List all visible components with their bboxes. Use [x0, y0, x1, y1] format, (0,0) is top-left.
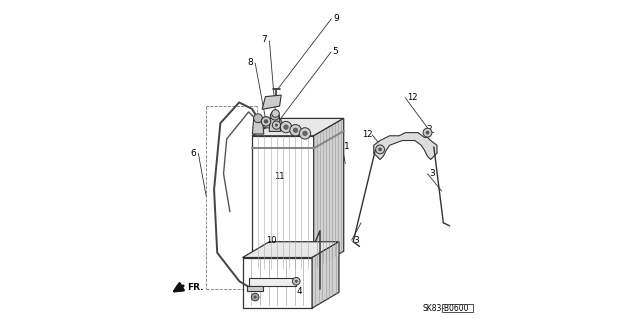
Text: 12: 12	[362, 130, 372, 139]
Text: FR.: FR.	[187, 283, 204, 292]
Polygon shape	[247, 286, 263, 291]
Circle shape	[271, 118, 282, 130]
Circle shape	[264, 119, 268, 123]
Circle shape	[290, 124, 301, 136]
Polygon shape	[249, 278, 296, 286]
Text: 6: 6	[190, 149, 196, 158]
Circle shape	[253, 114, 262, 123]
Circle shape	[300, 128, 310, 139]
Polygon shape	[252, 136, 314, 269]
Circle shape	[303, 131, 307, 136]
Circle shape	[252, 293, 259, 301]
Text: 4: 4	[296, 287, 302, 296]
Ellipse shape	[261, 120, 274, 128]
Text: 8: 8	[247, 58, 253, 67]
Polygon shape	[252, 118, 264, 134]
Text: 7: 7	[262, 35, 267, 44]
Polygon shape	[243, 257, 312, 308]
Circle shape	[273, 121, 280, 129]
Circle shape	[294, 280, 298, 283]
Circle shape	[275, 122, 279, 126]
Polygon shape	[312, 242, 339, 308]
Text: SK83-B0600: SK83-B0600	[422, 304, 468, 313]
Text: 5: 5	[333, 48, 339, 56]
Circle shape	[271, 111, 279, 120]
Circle shape	[376, 145, 385, 154]
Circle shape	[275, 123, 278, 127]
Polygon shape	[252, 118, 344, 136]
Text: 2: 2	[426, 125, 431, 134]
Polygon shape	[262, 95, 281, 109]
Text: 9: 9	[333, 14, 339, 23]
Text: 3: 3	[353, 236, 359, 245]
Polygon shape	[314, 118, 344, 269]
Circle shape	[272, 110, 279, 117]
Polygon shape	[374, 133, 437, 160]
Text: 10: 10	[266, 236, 276, 245]
Circle shape	[292, 278, 300, 285]
Text: 11: 11	[274, 172, 285, 182]
Text: 1: 1	[344, 142, 349, 151]
Circle shape	[423, 128, 432, 137]
Polygon shape	[269, 115, 280, 131]
Circle shape	[261, 117, 271, 126]
Circle shape	[253, 295, 257, 299]
Circle shape	[284, 125, 288, 129]
Circle shape	[293, 128, 298, 132]
Text: 12: 12	[407, 93, 418, 102]
Text: 3: 3	[429, 169, 435, 178]
Circle shape	[426, 131, 429, 135]
Circle shape	[280, 122, 292, 133]
Circle shape	[378, 147, 382, 151]
Polygon shape	[243, 242, 339, 257]
